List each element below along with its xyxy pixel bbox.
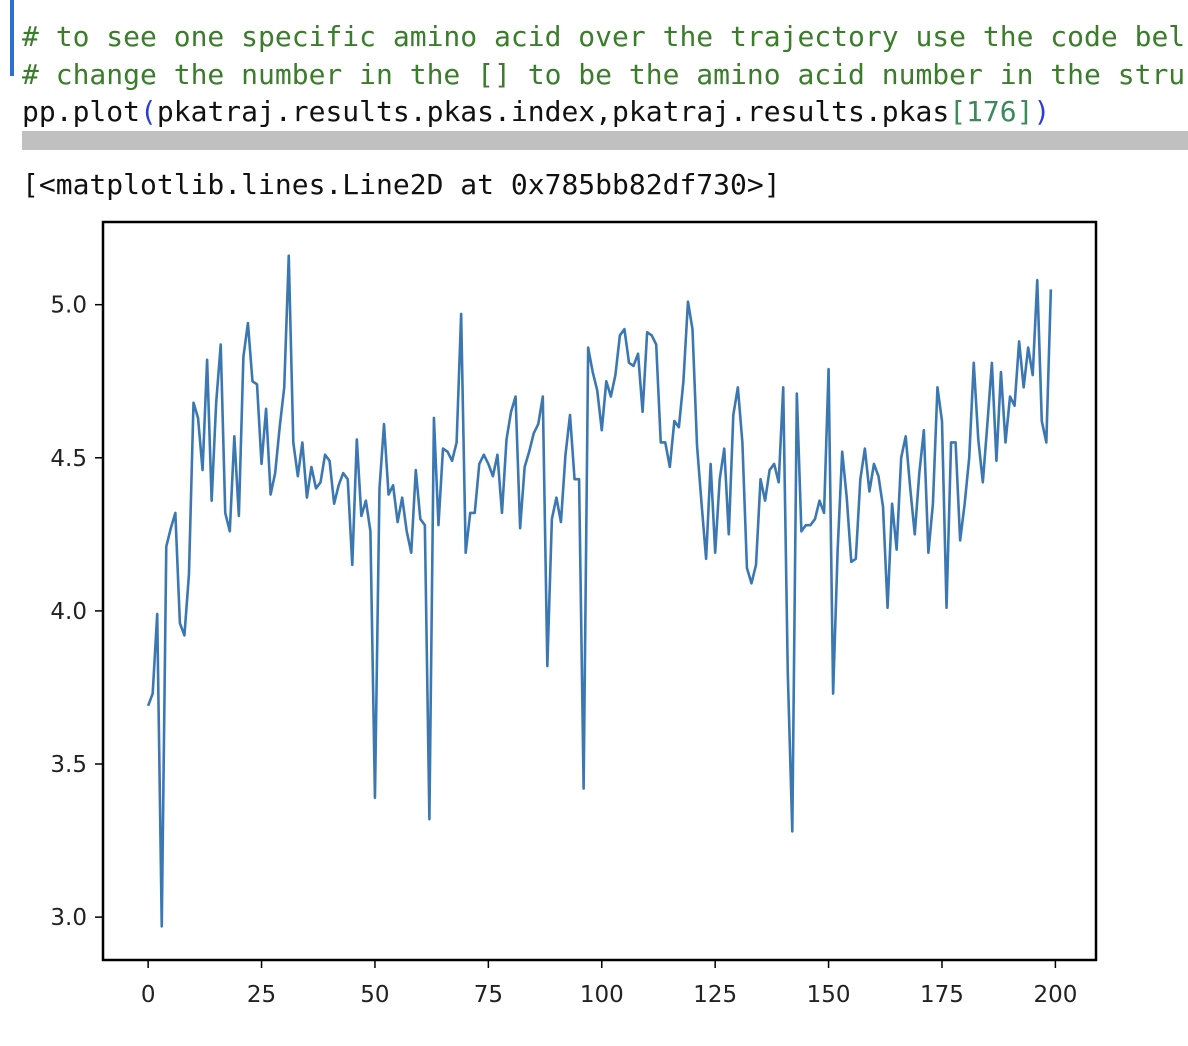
code-comment: # to see one specific amino acid over th… [22,20,1185,53]
code-line: pp.plot(pkatraj.results.pkas.index,pkatr… [22,95,1050,128]
x-tick-label: 150 [807,982,851,1008]
y-tick-label: 4.0 [50,599,87,625]
x-tick-label: 175 [920,982,964,1008]
x-tick-label: 25 [247,982,276,1008]
x-tick-label: 125 [693,982,737,1008]
code-token: pp.plot [22,95,140,128]
x-tick-label: 75 [474,982,503,1008]
code-token: pkatraj.results.pkas.index,pkatraj.resul… [157,95,949,128]
x-tick-label: 100 [580,982,624,1008]
code-comment: # change the number in the [] to be the … [22,58,1185,91]
code-token: ( [140,95,157,128]
code-token: ) [1033,95,1050,128]
cell-indicator [10,0,14,76]
scrollbar[interactable] [22,131,1188,150]
y-tick-label: 5.0 [50,293,87,319]
code-token: [176] [949,95,1033,128]
y-tick-label: 4.5 [50,446,87,472]
output-text: [<matplotlib.lines.Line2D at 0x785bb82df… [22,168,781,201]
y-tick-label: 3.5 [50,752,87,778]
data-line [146,254,1053,928]
axes-frame [101,220,1098,962]
x-tick-label: 50 [360,982,389,1008]
x-tick-label: 0 [141,982,156,1008]
y-tick-label: 3.0 [50,905,87,931]
x-tick-label: 200 [1033,982,1077,1008]
